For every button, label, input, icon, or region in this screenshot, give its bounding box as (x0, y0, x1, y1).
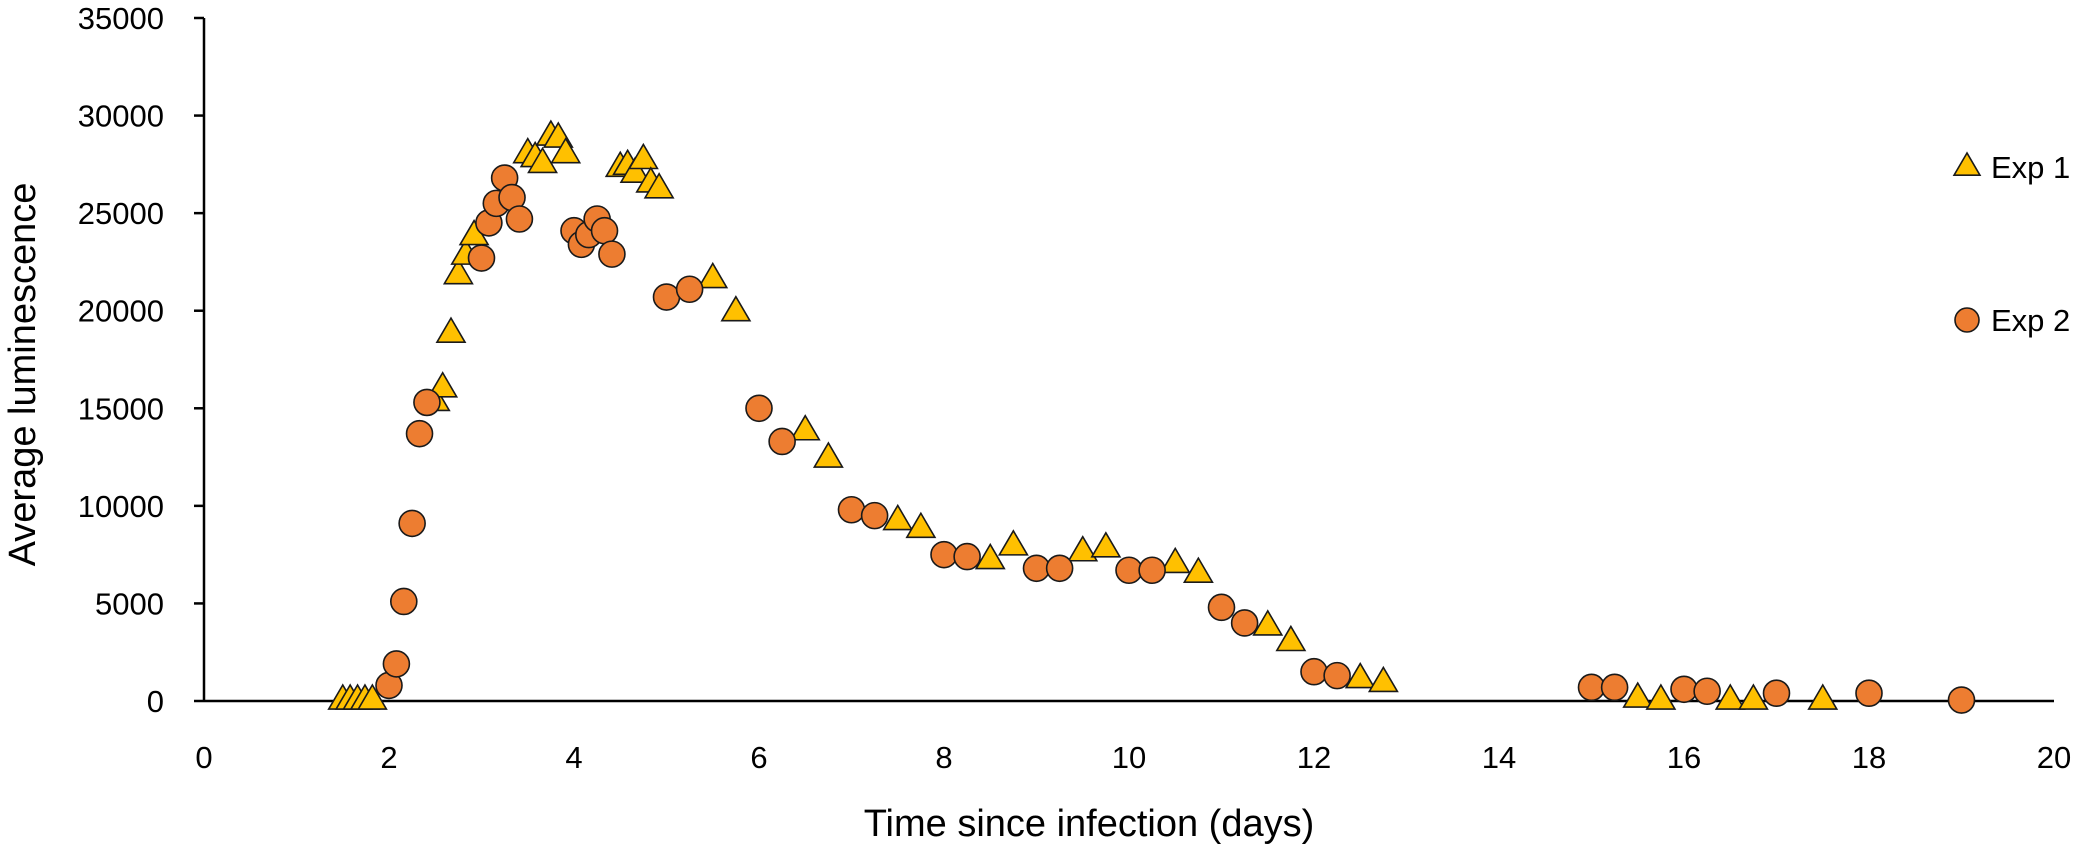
data-point-triangle (1622, 681, 1654, 708)
data-point-circle (675, 275, 704, 304)
x-tick-label: 18 (1852, 740, 1886, 775)
data-point-triangle (720, 295, 752, 322)
x-axis-title: Time since infection (days) (864, 803, 1315, 845)
data-point-circle (1022, 554, 1051, 583)
x-tick-label: 8 (935, 740, 952, 775)
x-tick-label: 12 (1297, 740, 1331, 775)
data-point-circle (1045, 554, 1074, 583)
data-point-triangle (1344, 661, 1376, 689)
data-point-triangle (527, 146, 558, 174)
y-axis-ticks: 0 5000 10000 15000 20000 25000 30000 35000 (78, 1, 204, 719)
data-point-circle (405, 419, 434, 448)
x-tick-label: 0 (195, 740, 212, 775)
data-point-circle (389, 587, 418, 616)
data-point-triangle (905, 511, 937, 539)
data-point-triangle (1252, 609, 1284, 636)
x-tick-label: 4 (565, 740, 582, 775)
y-tick-label: 20000 (78, 294, 164, 329)
data-point-circle (1855, 679, 1883, 707)
y-tick-label: 0 (147, 684, 164, 719)
data-point-triangle (974, 542, 1006, 570)
y-tick-label: 35000 (78, 1, 164, 36)
data-point-triangle (427, 371, 459, 398)
data-point-circle (382, 650, 411, 678)
data-point-triangle (1807, 683, 1839, 710)
axes (202, 18, 2054, 703)
legend-marker-exp-1 (1952, 151, 1982, 176)
data-point-circle (768, 427, 796, 456)
legend-item-exp-2: Exp 2 (1954, 303, 2070, 338)
data-point-circle (467, 244, 496, 272)
data-point-circle (1300, 657, 1328, 686)
legend-label-exp-1: Exp 1 (1991, 150, 2070, 185)
data-point-triangle (356, 683, 388, 710)
data-point-circle (652, 283, 681, 311)
data-point-triangle (997, 529, 1029, 556)
data-point-triangle (627, 142, 659, 170)
x-tick-label: 2 (380, 740, 397, 775)
x-tick-label: 16 (1667, 740, 1701, 775)
x-tick-label: 10 (1112, 740, 1146, 775)
data-point-circle (860, 501, 889, 530)
data-point-circle (413, 388, 441, 417)
data-point-circle (598, 240, 626, 268)
data-point-triangle (619, 156, 651, 183)
data-point-circle (1693, 677, 1721, 706)
data-point-circle (1947, 686, 1976, 714)
data-point-triangle (1645, 683, 1677, 710)
data-point-triangle (1275, 624, 1307, 652)
data-point-circle (1323, 661, 1351, 690)
legend-marker-exp-2 (1954, 307, 1980, 333)
data-point-circle (1230, 609, 1259, 637)
y-tick-label: 10000 (78, 489, 164, 524)
data-point-triangle (435, 316, 467, 343)
data-point-triangle (1159, 546, 1191, 574)
x-axis-ticks: 0 2 4 6 8 10 12 14 16 18 20 (195, 740, 2071, 775)
data-point-triangle (697, 261, 729, 289)
data-point-triangle (1067, 535, 1099, 562)
data-point-triangle (882, 503, 914, 531)
data-point-circle (953, 542, 981, 571)
data-point-circle (398, 509, 426, 538)
y-tick-label: 30000 (78, 99, 164, 134)
data-point-circle (1138, 556, 1166, 585)
data-point-circle (1600, 673, 1629, 702)
data-point-triangle (1737, 683, 1769, 710)
legend: Exp 1 Exp 2 (1952, 150, 2070, 338)
data-point-circle (837, 495, 866, 524)
legend-label-exp-2: Exp 2 (1991, 303, 2070, 338)
series-exp-1 (327, 119, 1839, 710)
data-point-triangle (1714, 683, 1746, 710)
legend-item-exp-1: Exp 1 (1952, 150, 2070, 185)
data-point-circle (1115, 556, 1143, 585)
data-point-circle (1670, 675, 1698, 704)
data-point-triangle (1090, 531, 1122, 558)
data-point-triangle (812, 441, 844, 468)
x-tick-label: 14 (1482, 740, 1516, 775)
data-point-circle (590, 216, 619, 245)
series-exp-2 (375, 164, 1976, 714)
data-point-triangle (1182, 556, 1214, 584)
x-tick-label: 6 (750, 740, 767, 775)
data-point-circle (505, 205, 534, 233)
y-tick-label: 15000 (78, 391, 164, 426)
x-tick-label: 20 (2037, 740, 2071, 775)
data-point-triangle (1367, 665, 1399, 693)
data-point-triangle (442, 258, 474, 285)
data-point-triangle (789, 414, 821, 441)
data-point-circle (1762, 679, 1791, 707)
data-points (327, 119, 1976, 714)
y-axis-title: Average luminescence (2, 183, 44, 567)
data-point-circle (1577, 673, 1606, 702)
data-point-circle (930, 540, 958, 569)
data-point-circle (745, 394, 773, 423)
data-point-circle (1207, 593, 1236, 622)
data-point-triangle (550, 137, 582, 164)
y-tick-label: 5000 (95, 586, 164, 621)
y-tick-label: 25000 (78, 196, 164, 231)
data-point-triangle (643, 172, 675, 199)
